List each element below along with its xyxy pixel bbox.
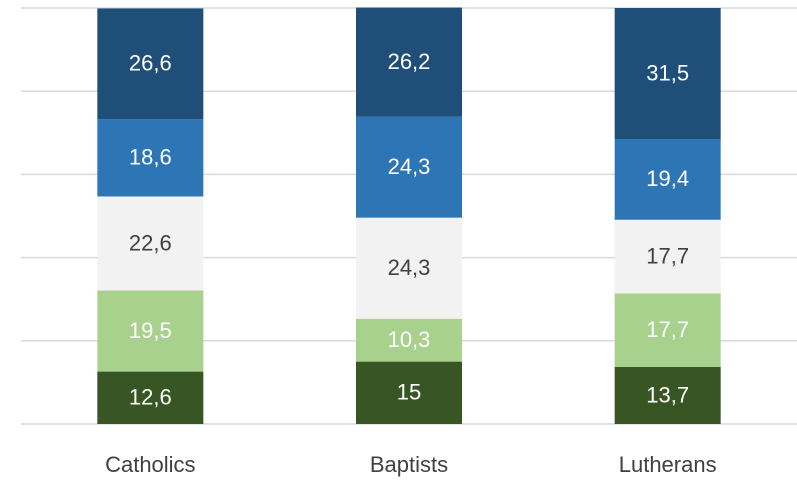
value-label: 24,3: [388, 154, 431, 179]
value-label: 26,6: [129, 51, 172, 76]
value-label: 10,3: [388, 327, 431, 352]
bar-segment: [614, 139, 721, 220]
value-label: 19,5: [129, 318, 172, 343]
bar-segment: [97, 8, 204, 120]
bar-segment: [97, 119, 204, 197]
x-tick-label: Catholics: [105, 452, 195, 477]
bar-segment: [614, 367, 721, 424]
value-label: 17,7: [646, 243, 689, 268]
value-label: 22,6: [129, 230, 172, 255]
bar-segment: [97, 196, 204, 291]
bar-segment: [614, 8, 721, 140]
bar-segment: [356, 7, 462, 117]
value-label: 17,7: [646, 317, 689, 342]
value-label: 13,7: [646, 382, 689, 407]
bar-segment: [356, 217, 462, 319]
bar-segment: [356, 116, 462, 218]
value-label: 18,6: [129, 145, 172, 170]
value-label: 12,6: [129, 385, 172, 410]
value-label: 31,5: [646, 60, 689, 85]
bar-segment: [97, 290, 204, 372]
bar-segment: [356, 318, 462, 362]
bar-segment: [614, 219, 721, 294]
x-tick-label: Lutherans: [619, 452, 717, 477]
value-label: 24,3: [388, 255, 431, 280]
value-label: 19,4: [646, 166, 689, 191]
value-label: 26,2: [388, 49, 431, 74]
bar-segment: [97, 371, 204, 424]
bar-segment: [614, 293, 721, 368]
x-tick-label: Baptists: [370, 452, 448, 477]
bar-segment: [356, 361, 462, 424]
value-label: 15: [397, 380, 421, 405]
